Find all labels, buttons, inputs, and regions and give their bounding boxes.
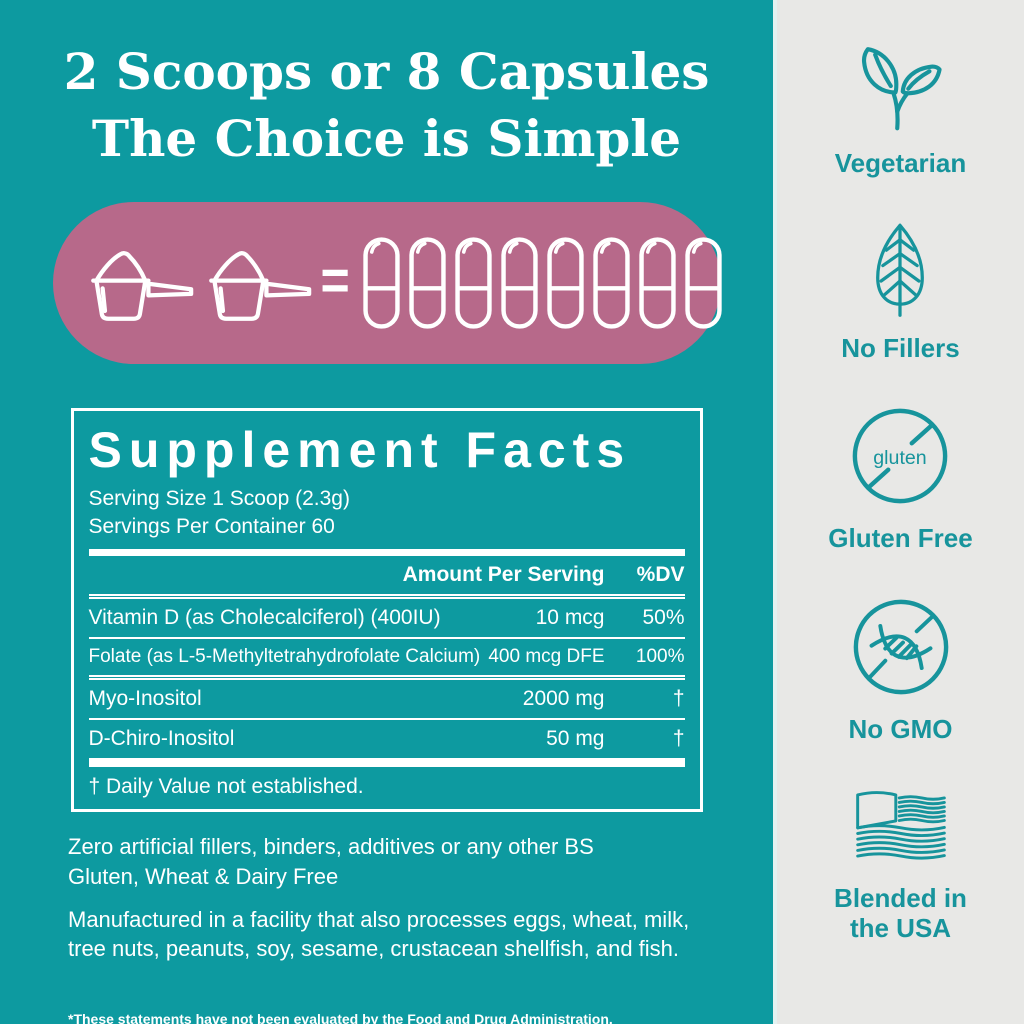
sprout-icon — [862, 47, 943, 131]
headline-line2: The Choice is Simple — [91, 109, 682, 168]
dna-crossed-icon — [853, 599, 948, 695]
capsule-icon — [685, 237, 722, 329]
badge-label: Gluten Free — [828, 523, 973, 554]
headline-line1: 2 Scoops or 8 Capsules — [63, 42, 710, 101]
badge-label: No Fillers — [841, 332, 960, 363]
serving-info: Serving Size 1 Scoop (2.3g) Servings Per… — [88, 485, 685, 557]
claims-text: Zero artificial fillers, binders, additi… — [68, 834, 594, 889]
col-amount-per-serving: Amount Per Serving — [402, 563, 605, 587]
badge-label: Blended in the USA — [834, 882, 967, 944]
badge-gluten-free: gluten Gluten Free — [828, 405, 973, 554]
table-row: D-Chiro-Inositol 50 mg † — [88, 720, 685, 768]
table-row: Folate (as L-5-Methyltetrahydrofolate Ca… — [88, 639, 685, 681]
leaf-icon — [876, 223, 925, 317]
fda-disclaimer: *These statements have not been evaluate… — [68, 1011, 613, 1024]
capsule-icon — [501, 237, 538, 329]
capsule-icon — [593, 237, 630, 329]
equivalence-graphic: = — [52, 202, 723, 364]
capsule-icon — [363, 237, 400, 329]
headline: 2 Scoops or 8 Capsules The Choice is Sim… — [0, 38, 773, 172]
badge-blended-usa: Blended in the USA — [834, 787, 967, 944]
badge-label: No GMO — [848, 714, 953, 745]
capsule-icon — [547, 237, 584, 329]
gluten-word: gluten — [874, 447, 927, 469]
scoop-icon — [90, 251, 193, 321]
col-percent-dv: %DV — [636, 563, 685, 587]
badge-label: Vegetarian — [834, 148, 967, 178]
equals-sign: = — [320, 247, 350, 313]
badge-no-fillers: No Fillers — [841, 221, 960, 364]
badge-vegetarian: Vegetarian — [834, 40, 967, 179]
table-row: Vitamin D (as Cholecalciferol) (400IU) 1… — [88, 599, 685, 640]
capsule-icon — [639, 237, 676, 329]
capsule-icon — [455, 237, 492, 329]
scoop-icon — [208, 251, 311, 321]
table-row: Myo-Inositol 2000 mg † — [88, 680, 685, 721]
badge-no-gmo: No GMO — [849, 596, 953, 745]
facts-header-row: Amount Per Serving %DV — [88, 556, 685, 600]
serving-size: Serving Size 1 Scoop (2.3g) — [88, 487, 350, 510]
allergen-text: Manufactured in a facility that also pro… — [68, 906, 690, 962]
capsule-row — [362, 236, 723, 330]
main-panel: 2 Scoops or 8 Capsules The Choice is Sim… — [0, 38, 773, 1024]
servings-per-container: Servings Per Container 60 — [88, 514, 335, 538]
badge-sidebar: Vegetarian No Fillers gluten Gluten Free — [773, 0, 1024, 1024]
supplement-facts-title: Supplement Facts — [88, 422, 632, 478]
usa-flag-icon — [855, 790, 946, 860]
supplement-facts-panel: Supplement Facts Serving Size 1 Scoop (2… — [70, 408, 703, 813]
gluten-crossed-icon: gluten — [853, 409, 948, 504]
dv-footnote: † Daily Value not established. — [88, 775, 364, 799]
capsule-icon — [409, 237, 446, 329]
